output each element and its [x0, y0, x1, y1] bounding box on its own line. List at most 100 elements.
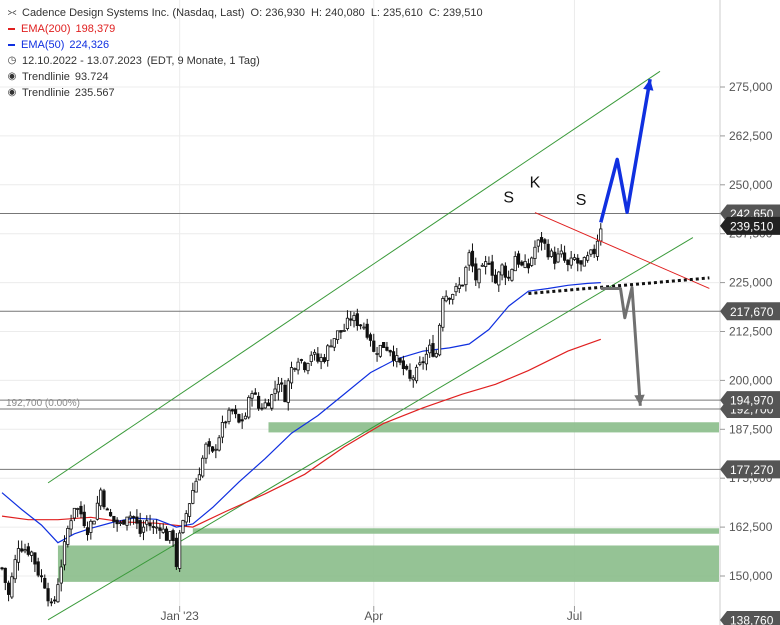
candle-body — [3, 567, 7, 583]
candle-body — [549, 250, 554, 257]
candle-body — [543, 239, 547, 244]
legend-trendline-2[interactable]: ◉ Trendlinie 235.567 — [6, 85, 483, 101]
candle-body — [191, 490, 195, 504]
candle-body — [335, 330, 340, 341]
candle-body — [243, 415, 248, 420]
candle — [122, 519, 126, 525]
y-tick-label: 225,000 — [729, 276, 773, 290]
period-range: 12.10.2022 - 13.07.2023 — [22, 55, 142, 67]
trendline-1-value: 93.724 — [74, 71, 109, 83]
candle — [95, 495, 100, 521]
candle — [293, 367, 297, 372]
candle — [178, 530, 182, 573]
projection-down-arrow — [600, 285, 642, 406]
candle — [539, 231, 544, 251]
trendline-1-label: Trendlinie — [22, 71, 70, 83]
candle-body — [382, 342, 386, 349]
y-tick-label: 250,000 — [729, 178, 773, 192]
price-box: 239,510 — [720, 216, 780, 235]
support-zone — [57, 545, 720, 582]
price-box-bg — [720, 302, 780, 321]
candlesticks — [0, 223, 603, 607]
candle-body — [490, 261, 494, 276]
candle — [470, 243, 475, 273]
price-box: 177,270 — [720, 460, 780, 479]
x-axis: Jan '23 Apr Jul — [160, 606, 582, 623]
candle — [299, 358, 303, 364]
y-tick-label: 162,500 — [729, 520, 773, 534]
candle — [6, 580, 11, 602]
projection-down-arrow-head — [634, 394, 645, 406]
candle — [62, 535, 67, 571]
candle — [339, 330, 343, 339]
candle-body — [316, 353, 320, 362]
open-value: O: 236,930 — [250, 7, 305, 19]
candle — [329, 339, 333, 348]
candle — [131, 515, 136, 525]
candle — [414, 364, 419, 384]
candle-body — [513, 256, 517, 272]
candle-body — [319, 357, 323, 363]
candle — [306, 362, 310, 375]
pattern-label: S — [576, 192, 587, 209]
candle-body — [220, 422, 225, 438]
candle-body — [214, 448, 218, 451]
candle — [217, 435, 221, 452]
candle — [352, 312, 356, 328]
candle-body — [178, 532, 182, 569]
candle — [421, 356, 425, 370]
candle-body — [349, 318, 353, 321]
candle-body — [365, 323, 369, 338]
trendline-2-label: Trendlinie — [22, 87, 70, 99]
candle-body — [599, 228, 603, 242]
candle — [322, 353, 327, 364]
candle-body — [562, 252, 567, 261]
candle — [273, 380, 277, 402]
channel-upper-line — [47, 70, 661, 484]
candle-body — [556, 253, 560, 263]
candle — [204, 442, 208, 464]
candle — [16, 540, 21, 571]
candle-body — [187, 503, 192, 517]
projection-up-arrow — [599, 78, 652, 223]
candle — [359, 324, 363, 330]
candle — [345, 310, 350, 331]
candle — [207, 438, 211, 455]
candle-body — [352, 315, 356, 322]
candle-body — [118, 522, 123, 524]
candle — [263, 398, 267, 409]
candle-body — [247, 396, 251, 418]
candle-body — [299, 359, 303, 361]
price-level-lines: 192,700 (0.00%) — [0, 213, 720, 470]
candle-body — [253, 392, 257, 395]
candle — [266, 398, 271, 407]
candle — [530, 256, 534, 268]
candle — [79, 501, 83, 518]
candle-body — [270, 394, 274, 409]
candle — [536, 239, 540, 253]
candle-body — [263, 402, 267, 409]
candle — [220, 415, 225, 444]
candle — [289, 361, 294, 390]
candle-body — [454, 286, 458, 293]
candle-body — [33, 552, 37, 565]
candle — [375, 346, 379, 362]
legend-ema200[interactable]: EMA(200) 198,379 — [6, 21, 483, 37]
candle — [128, 511, 132, 526]
candle — [257, 392, 261, 411]
price-box-label: 217,670 — [730, 305, 774, 319]
legend-trendline-1[interactable]: ◉ Trendlinie 93.724 — [6, 69, 483, 85]
candle-body — [145, 520, 149, 525]
candle-body — [76, 508, 80, 510]
candle-body — [174, 537, 178, 567]
candle-body — [257, 395, 261, 409]
candle-body — [447, 297, 452, 300]
legend-ema50[interactable]: EMA(50) 224,326 — [6, 37, 483, 53]
candle-body — [36, 561, 40, 576]
candle-body — [164, 528, 169, 541]
candle-body — [579, 260, 583, 265]
candle — [233, 405, 238, 419]
candle-body — [39, 575, 44, 578]
candle-body — [398, 358, 402, 363]
